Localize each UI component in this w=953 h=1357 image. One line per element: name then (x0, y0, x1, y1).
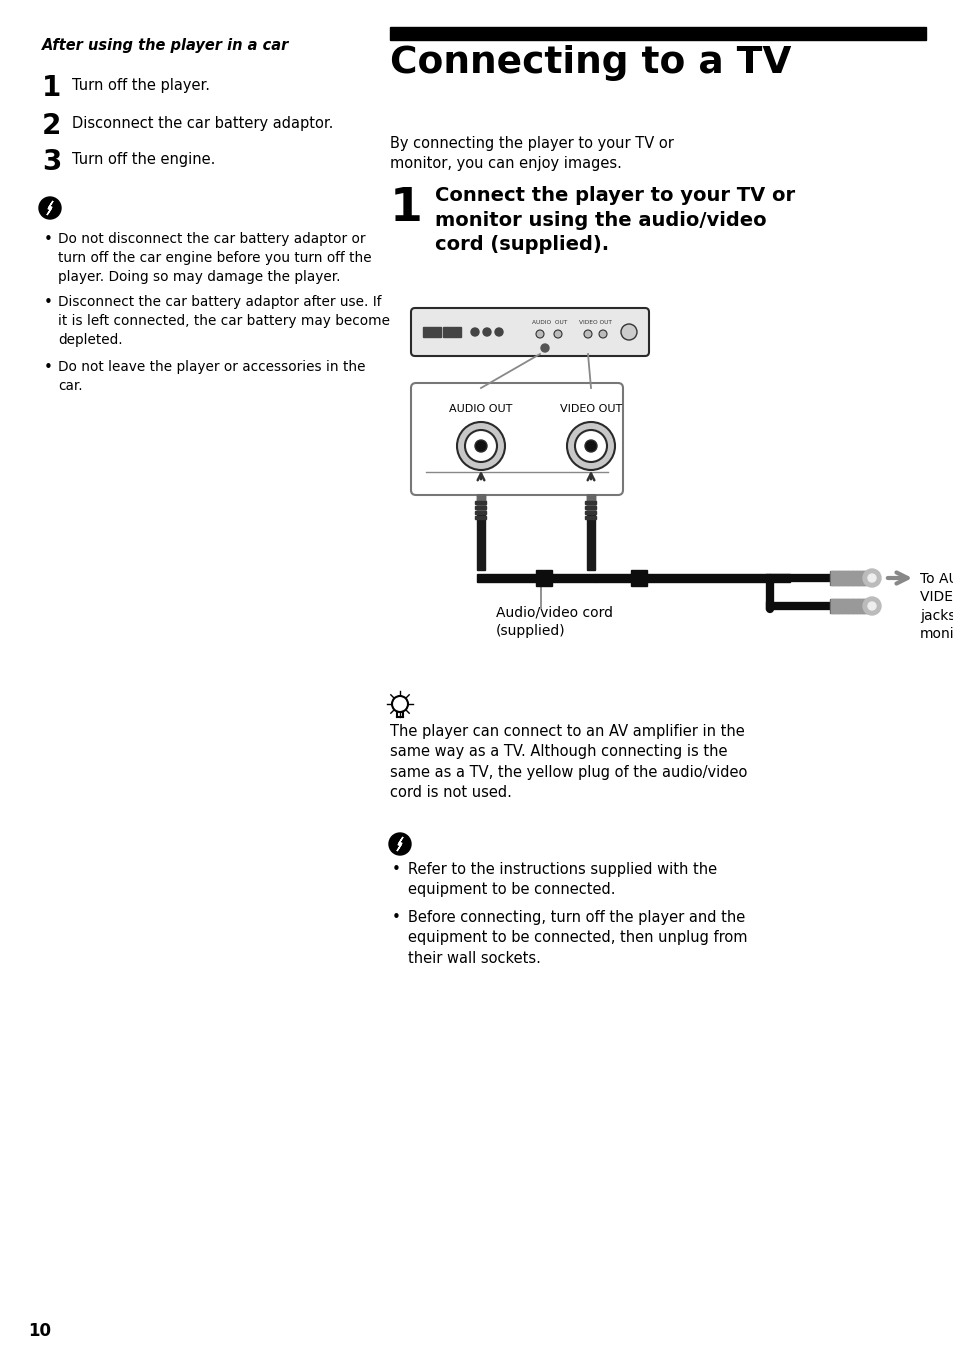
Bar (475, 506, 486, 509)
Bar (475, 512, 486, 514)
Circle shape (583, 330, 592, 338)
Text: Connect the player to your TV or
monitor using the audio/video
cord (supplied).: Connect the player to your TV or monitor… (435, 186, 794, 254)
Text: 1: 1 (42, 75, 61, 102)
Bar (841, 571, 844, 585)
Text: •: • (44, 232, 52, 247)
Circle shape (862, 569, 880, 588)
Text: After using the player in a car: After using the player in a car (42, 38, 289, 53)
Bar (536, 570, 552, 586)
Text: 2: 2 (42, 113, 61, 140)
Text: VIDEO OUT: VIDEO OUT (559, 404, 621, 414)
Bar (476, 495, 484, 513)
Text: Do not disconnect the car battery adaptor or
turn off the car engine before you : Do not disconnect the car battery adapto… (58, 232, 372, 284)
Text: •: • (44, 294, 52, 309)
Bar (585, 501, 596, 503)
Bar (850, 571, 854, 585)
Text: Do not leave the player or accessories in the
car.: Do not leave the player or accessories i… (58, 360, 365, 394)
Text: To AUDIO/
VIDEO input
jacks of a TV or
monitor: To AUDIO/ VIDEO input jacks of a TV or m… (919, 573, 953, 642)
Circle shape (598, 330, 606, 338)
Text: The player can connect to an AV amplifier in the
same way as a TV. Although conn: The player can connect to an AV amplifie… (390, 725, 746, 801)
Circle shape (39, 197, 61, 218)
Bar (390, 27, 925, 39)
Circle shape (482, 328, 491, 337)
Text: AUDIO OUT: AUDIO OUT (449, 404, 512, 414)
Bar (585, 512, 596, 514)
Circle shape (620, 324, 637, 341)
Text: Before connecting, turn off the player and the
equipment to be connected, then u: Before connecting, turn off the player a… (408, 911, 747, 966)
Circle shape (536, 330, 543, 338)
Bar (595, 574, 789, 582)
Circle shape (389, 833, 411, 855)
Text: VIDEO OUT: VIDEO OUT (578, 320, 611, 324)
Text: 1: 1 (390, 186, 422, 231)
Text: •: • (392, 911, 400, 925)
Bar (475, 516, 486, 518)
Text: Connecting to a TV: Connecting to a TV (390, 45, 791, 81)
Polygon shape (396, 837, 402, 851)
Bar (475, 501, 486, 503)
Text: Disconnect the car battery adaptor after use. If
it is left connected, the car b: Disconnect the car battery adaptor after… (58, 294, 390, 347)
Text: By connecting the player to your TV or
monitor, you can enjoy images.: By connecting the player to your TV or m… (390, 136, 673, 171)
Text: •: • (44, 360, 52, 375)
Circle shape (584, 440, 597, 452)
Text: Audio/video cord
(supplied): Audio/video cord (supplied) (496, 607, 613, 638)
Text: Turn off the player.: Turn off the player. (71, 77, 210, 94)
Circle shape (456, 422, 504, 470)
Text: Refer to the instructions supplied with the
equipment to be connected.: Refer to the instructions supplied with … (408, 862, 717, 897)
Bar (855, 571, 859, 585)
Bar (476, 574, 595, 582)
Circle shape (495, 328, 502, 337)
Text: Disconnect the car battery adaptor.: Disconnect the car battery adaptor. (71, 115, 333, 132)
Bar (861, 598, 864, 613)
FancyBboxPatch shape (411, 308, 648, 356)
Text: Turn off the engine.: Turn off the engine. (71, 152, 215, 167)
Circle shape (867, 574, 875, 582)
Bar (630, 570, 646, 586)
FancyBboxPatch shape (411, 383, 622, 495)
Circle shape (575, 430, 606, 461)
Polygon shape (47, 201, 53, 214)
Bar (841, 598, 844, 613)
Text: AUDIO  OUT: AUDIO OUT (532, 320, 567, 324)
Text: 3: 3 (42, 148, 61, 176)
Bar (829, 571, 867, 585)
Circle shape (540, 345, 548, 351)
Circle shape (471, 328, 478, 337)
Bar (829, 598, 867, 613)
Bar (830, 598, 834, 613)
Text: 10: 10 (28, 1322, 51, 1339)
Bar (422, 327, 440, 337)
Bar (442, 327, 460, 337)
Circle shape (554, 330, 561, 338)
Bar (845, 598, 849, 613)
Bar (850, 598, 854, 613)
Bar (830, 571, 834, 585)
Bar (586, 495, 595, 570)
Circle shape (464, 430, 497, 461)
Bar (845, 571, 849, 585)
Text: •: • (392, 862, 400, 877)
Bar (585, 516, 596, 518)
Bar (861, 571, 864, 585)
Circle shape (475, 440, 486, 452)
Bar (585, 506, 596, 509)
Bar (835, 598, 840, 613)
Bar (476, 495, 484, 570)
Circle shape (867, 603, 875, 611)
Circle shape (862, 597, 880, 615)
Bar (835, 571, 840, 585)
Circle shape (566, 422, 615, 470)
Bar (586, 495, 595, 513)
Bar (855, 598, 859, 613)
Circle shape (392, 696, 408, 712)
